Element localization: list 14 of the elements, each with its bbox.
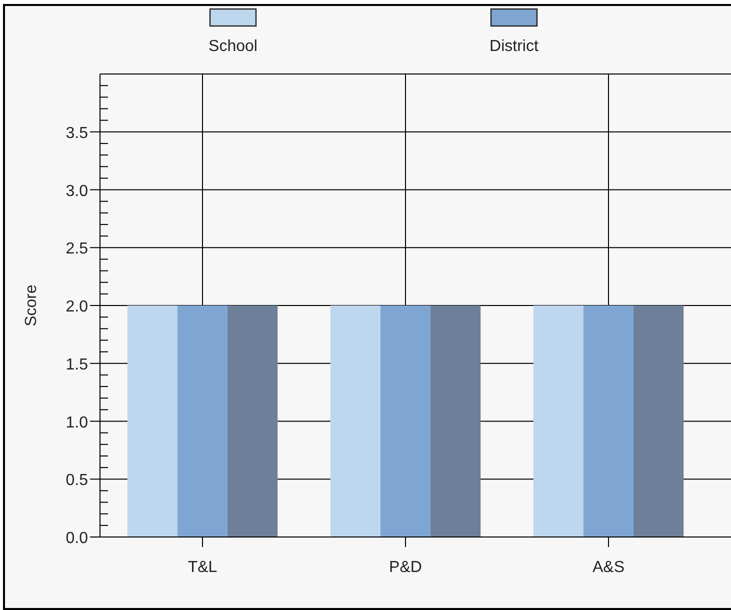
- y-tick-label: 2.5: [66, 240, 88, 258]
- legend-label: School: [208, 38, 258, 55]
- y-axis-title: Score: [23, 284, 40, 326]
- y-tick-label: 0.5: [66, 472, 88, 490]
- legend-label: District: [490, 38, 539, 55]
- y-tick-label: 3.0: [66, 182, 88, 200]
- y-tick-label: 2.0: [66, 298, 88, 316]
- y-tick-label: 1.5: [66, 356, 88, 374]
- y-tick-label: 3.5: [66, 124, 88, 142]
- y-tick-label: 0.0: [66, 530, 88, 547]
- y-tick-label: 1.0: [66, 414, 88, 432]
- x-tick-label: A&S: [592, 559, 625, 576]
- x-tick-label: P&D: [389, 559, 422, 576]
- x-tick-label: T&L: [188, 559, 218, 576]
